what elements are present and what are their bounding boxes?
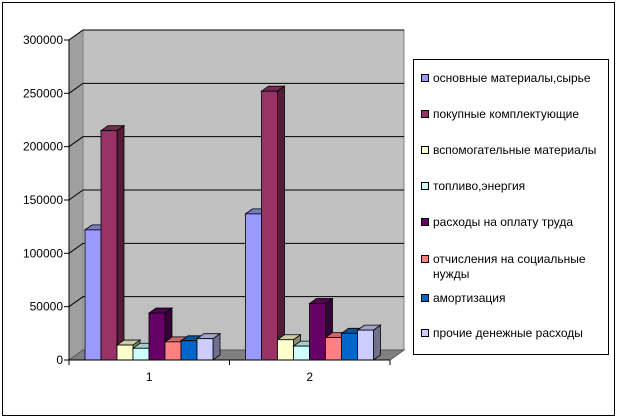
legend-label: отчисления на социальные нужды xyxy=(433,252,586,281)
legend-label: топливо,энергия xyxy=(433,179,526,193)
legend-swatch xyxy=(421,218,429,226)
gridline xyxy=(68,296,404,308)
chart-legend: основные материалы,сырье покупные комплек… xyxy=(413,59,609,355)
gridline xyxy=(68,29,404,41)
legend-swatch xyxy=(421,146,429,154)
legend-label: основные материалы,сырье xyxy=(433,71,591,85)
gridline xyxy=(68,82,404,94)
legend-label: прочие денежные расходы xyxy=(433,326,583,340)
bar xyxy=(260,85,286,361)
bar-front xyxy=(164,341,182,361)
gridline xyxy=(68,189,404,201)
y-tick-label: 300000 xyxy=(23,33,63,47)
x-tick-label: 1 xyxy=(146,370,153,384)
bar-front xyxy=(357,329,374,361)
legend-label: расходы на оплату труда xyxy=(433,215,574,229)
legend-swatch xyxy=(421,294,429,302)
legend-swatch xyxy=(421,255,429,263)
bar-front xyxy=(309,303,326,361)
y-tick-label: 100000 xyxy=(23,246,63,260)
bar-front xyxy=(100,130,118,361)
bar-front xyxy=(325,337,342,361)
legend-swatch xyxy=(421,182,429,190)
bar-front xyxy=(277,339,294,361)
y-tick-label: 250000 xyxy=(23,86,63,100)
legend-label: покупные комплектующие xyxy=(433,107,580,121)
legend-swatch xyxy=(421,110,429,118)
bar-side xyxy=(373,324,381,361)
y-tick-label: 0 xyxy=(56,353,63,367)
bar xyxy=(356,324,382,361)
legend-label: вспомогательные материалы xyxy=(433,143,597,157)
bar-front xyxy=(341,332,358,361)
y-tick-label: 150000 xyxy=(23,193,63,207)
legend-swatch xyxy=(421,74,429,82)
legend-swatch xyxy=(421,329,429,337)
bar-side xyxy=(116,124,125,361)
x-tick-label: 2 xyxy=(306,370,313,384)
bar-front xyxy=(196,338,214,361)
legend-label: амортизация xyxy=(433,291,506,305)
bar xyxy=(195,332,222,361)
gridline xyxy=(68,242,404,254)
bar-front xyxy=(261,90,278,361)
bar-side xyxy=(277,85,285,361)
bar-front xyxy=(180,340,198,361)
bar-front xyxy=(116,344,134,361)
bar xyxy=(99,124,126,361)
bar-front xyxy=(148,312,166,361)
bar-front xyxy=(84,229,102,361)
gridline xyxy=(68,136,404,148)
y-tick-label: 50000 xyxy=(30,300,64,314)
y-tick-label: 200000 xyxy=(23,140,63,154)
bar-front xyxy=(293,345,310,361)
bar-front xyxy=(132,347,150,361)
bar-front xyxy=(245,213,262,361)
